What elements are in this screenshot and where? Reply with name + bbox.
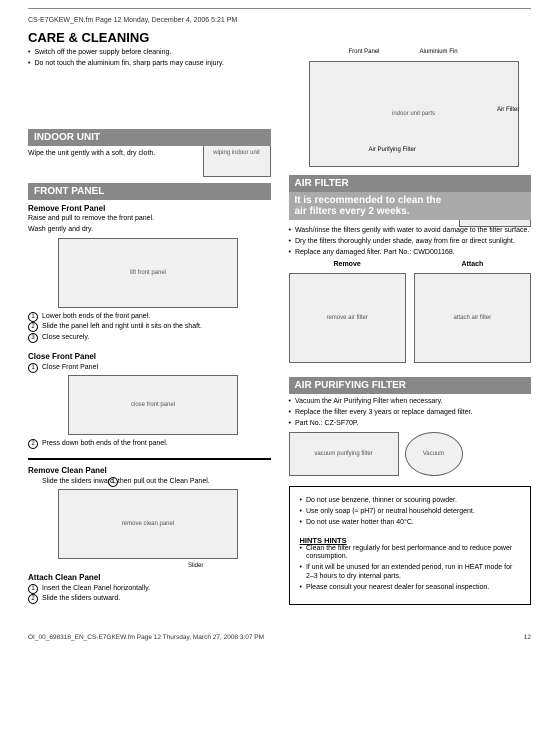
press-steps: 2Press down both ends of the front panel… xyxy=(28,439,271,448)
wash-text: Wash gently and dry. xyxy=(28,226,271,235)
close-front-panel-illustration: close front panel xyxy=(68,375,238,435)
close-front-panel-head: Close Front Panel xyxy=(28,352,271,361)
right-column: Front Panel Aluminium Fin indoor unit pa… xyxy=(289,49,532,614)
vacuum-zoom-illustration: Vacuum xyxy=(405,432,463,476)
hint-bullet: If unit will be unused for an extended p… xyxy=(300,564,521,582)
remove-clean-panel-head: Remove Clean Panel xyxy=(28,466,271,475)
left-column: Switch off the power supply before clean… xyxy=(28,49,271,614)
air-filter-remove-illustration: remove air filter xyxy=(289,273,406,363)
remove-label: Remove xyxy=(289,261,406,270)
air-filter-bullet: Wash/rinse the filters gently with water… xyxy=(289,227,532,236)
purifying-bullet: Vacuum the Air Purifying Filter when nec… xyxy=(289,398,532,407)
intro-bullet: Switch off the power supply before clean… xyxy=(28,49,271,58)
air-filter-attach-illustration: attach air filter xyxy=(414,273,531,363)
hints-title: HINTS HINTS xyxy=(300,536,521,545)
label-aluminium-fin: Aluminium Fin xyxy=(420,49,458,56)
notice-bullet: Use only soap (≈ pH7) or neutral househo… xyxy=(300,508,521,517)
label-front-panel: Front Panel xyxy=(349,49,380,56)
notice-bullet: Do not use water hotter than 40°C. xyxy=(300,519,521,528)
front-panel-steps: 1Lower both ends of the front panel. 2Sl… xyxy=(28,312,271,342)
section-indoor-unit: INDOOR UNIT xyxy=(28,129,271,146)
air-filter-subbar: It is recommended to clean the air filte… xyxy=(289,192,532,220)
section-front-panel: FRONT PANEL xyxy=(28,183,271,200)
running-header: CS-E7GKEW_EN.fm Page 12 Monday, December… xyxy=(28,17,531,24)
notice-box: Do not use benzene, thinner or scouring … xyxy=(289,486,532,605)
lift-front-panel-illustration: lift front panel xyxy=(58,238,238,308)
top-rule xyxy=(28,8,531,9)
header-text: CS-E7GKEW_EN.fm Page 12 Monday, December… xyxy=(28,17,237,24)
attach-label: Attach xyxy=(414,261,531,270)
hint-bullet: Please consult your nearest dealer for s… xyxy=(300,584,521,593)
page-footer: OI_00_698316_EN_CS-E7GKEW.fm Page 12 Thu… xyxy=(28,634,531,641)
purifying-bullet: Part No.: CZ-SF70P. xyxy=(289,420,532,429)
section-air-filter: AIR FILTER xyxy=(289,175,532,192)
remove-clean-panel-illustration: remove clean panel xyxy=(58,489,238,559)
notice-bullet: Do not use benzene, thinner or scouring … xyxy=(300,497,521,506)
vacuum-filter-illustration: vacuum purifying filter xyxy=(289,432,399,476)
attach-clean-panel-steps: 1Insert the Clean Panel horizontally. 2S… xyxy=(28,584,271,604)
footer-left: OI_00_698316_EN_CS-E7GKEW.fm Page 12 Thu… xyxy=(28,634,264,641)
hint-bullet: Clean the filter regularly for best perf… xyxy=(300,545,521,563)
footer-page-number: 12 xyxy=(524,634,531,641)
section-air-purifying: AIR PURIFYING FILTER xyxy=(289,377,532,394)
air-filter-bullet: Dry the filters thoroughly under shade, … xyxy=(289,238,532,247)
attach-clean-panel-head: Attach Clean Panel xyxy=(28,573,271,582)
slider-label: Slider xyxy=(188,563,271,569)
label-air-purifying-filter: Air Purifying Filter xyxy=(369,147,416,154)
air-filter-bullet: Replace any damaged filter. Part No.: CW… xyxy=(289,249,532,258)
page-title: CARE & CLEANING xyxy=(28,30,531,45)
remove-front-panel-text: Raise and pull to remove the front panel… xyxy=(28,215,271,224)
intro-bullet: Do not touch the aluminium fin, sharp pa… xyxy=(28,60,271,69)
remove-front-panel-head: Remove Front Panel xyxy=(28,204,271,213)
purifying-bullet: Replace the filter every 3 years or repl… xyxy=(289,409,532,418)
label-air-filter: Air Filter xyxy=(497,107,531,114)
